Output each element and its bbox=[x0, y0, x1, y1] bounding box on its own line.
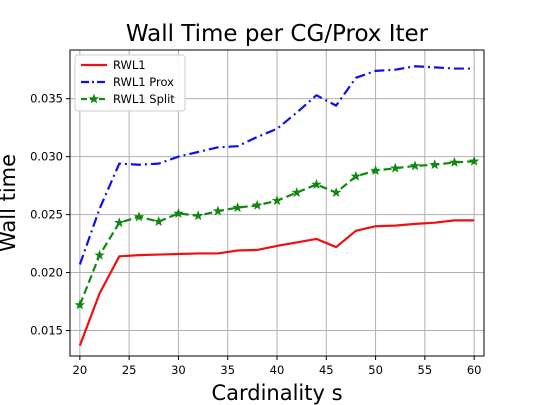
x-tick-label: 20 bbox=[73, 363, 88, 377]
data-point-star bbox=[94, 249, 105, 260]
x-tick-label: 60 bbox=[467, 363, 482, 377]
legend-label: RWL1 bbox=[113, 58, 146, 72]
legend-marker-star bbox=[88, 93, 100, 104]
data-point-star bbox=[429, 159, 440, 170]
x-axis-title: Cardinality s bbox=[211, 381, 342, 405]
legend-label: RWL1 Split bbox=[113, 92, 175, 106]
data-point-star bbox=[370, 165, 381, 175]
series-rwl1 bbox=[78, 219, 475, 346]
data-point-star bbox=[232, 202, 243, 213]
data-point-star bbox=[449, 156, 460, 167]
data-point-star bbox=[252, 199, 263, 210]
data-point-star bbox=[350, 170, 362, 181]
series-layer bbox=[74, 65, 480, 346]
data-point-star bbox=[133, 211, 145, 222]
chart-title: Wall Time per CG/Prox Iter bbox=[126, 21, 429, 47]
data-point-star bbox=[409, 160, 421, 171]
x-tick-label: 25 bbox=[122, 363, 137, 377]
data-point-star bbox=[212, 205, 224, 216]
x-tick-label: 50 bbox=[368, 363, 383, 377]
x-tick-label: 40 bbox=[270, 363, 285, 377]
x-tick-label: 55 bbox=[418, 363, 433, 377]
y-tick-label: 0.020 bbox=[30, 266, 63, 280]
x-axis: 20 25 30 35 40 45 50 55 60 bbox=[73, 356, 482, 377]
x-tick-label: 30 bbox=[171, 363, 186, 377]
data-point-star bbox=[390, 162, 401, 173]
data-point-star bbox=[330, 187, 342, 197]
y-axis-title: Wall time bbox=[0, 154, 20, 252]
data-point-star bbox=[291, 187, 302, 197]
y-tick-label: 0.030 bbox=[30, 150, 63, 164]
y-tick-label: 0.025 bbox=[30, 208, 63, 222]
data-point-star bbox=[468, 155, 480, 166]
data-point-star bbox=[271, 195, 283, 206]
y-tick-label: 0.015 bbox=[30, 324, 63, 338]
y-tick-label: 0.035 bbox=[30, 92, 63, 106]
x-tick-label: 35 bbox=[220, 363, 235, 377]
series-rwl1-prox bbox=[78, 65, 475, 265]
series-line bbox=[78, 65, 475, 265]
data-point-star bbox=[74, 299, 86, 310]
data-point-star bbox=[173, 207, 184, 218]
legend: RWL1 RWL1 Prox RWL1 Split bbox=[74, 54, 186, 112]
y-axis: 0.015 0.020 0.025 0.030 0.035 bbox=[30, 92, 70, 338]
series-line bbox=[78, 219, 475, 346]
x-tick-label: 45 bbox=[319, 363, 334, 377]
data-point-star bbox=[114, 217, 125, 228]
data-point-star bbox=[153, 216, 164, 226]
series-rwl1-split bbox=[74, 155, 480, 310]
data-point-star bbox=[192, 210, 204, 221]
legend-box bbox=[74, 54, 186, 112]
data-point-star bbox=[311, 178, 322, 189]
legend-label: RWL1 Prox bbox=[113, 75, 174, 89]
